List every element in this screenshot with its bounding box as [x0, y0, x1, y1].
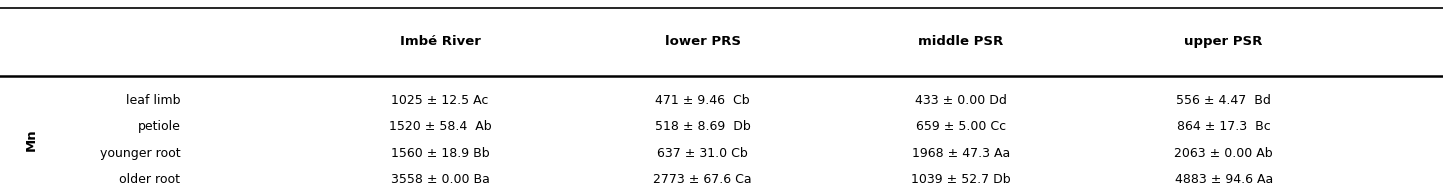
Text: 518 ± 8.69  Db: 518 ± 8.69 Db [655, 120, 750, 133]
Text: older root: older root [120, 173, 180, 186]
Text: lower PRS: lower PRS [665, 35, 740, 48]
Text: 2773 ± 67.6 Ca: 2773 ± 67.6 Ca [654, 173, 752, 186]
Text: middle PSR: middle PSR [918, 35, 1004, 48]
Text: 2063 ± 0.00 Ab: 2063 ± 0.00 Ab [1175, 147, 1273, 160]
Text: 4883 ± 94.6 Aa: 4883 ± 94.6 Aa [1175, 173, 1273, 186]
Text: 1025 ± 12.5 Ac: 1025 ± 12.5 Ac [391, 94, 489, 107]
Text: 1039 ± 52.7 Db: 1039 ± 52.7 Db [911, 173, 1012, 186]
Text: 3558 ± 0.00 Ba: 3558 ± 0.00 Ba [391, 173, 489, 186]
Text: Mn: Mn [25, 129, 39, 151]
Text: 1968 ± 47.3 Aa: 1968 ± 47.3 Aa [912, 147, 1010, 160]
Text: younger root: younger root [100, 147, 180, 160]
Text: 864 ± 17.3  Bc: 864 ± 17.3 Bc [1177, 120, 1270, 133]
Text: leaf limb: leaf limb [126, 94, 180, 107]
Text: 1560 ± 18.9 Bb: 1560 ± 18.9 Bb [391, 147, 489, 160]
Text: Imbé River: Imbé River [400, 35, 481, 48]
Text: upper PSR: upper PSR [1185, 35, 1263, 48]
Text: 1520 ± 58.4  Ab: 1520 ± 58.4 Ab [388, 120, 492, 133]
Text: 433 ± 0.00 Dd: 433 ± 0.00 Dd [915, 94, 1007, 107]
Text: 659 ± 5.00 Cc: 659 ± 5.00 Cc [916, 120, 1006, 133]
Text: 556 ± 4.47  Bd: 556 ± 4.47 Bd [1176, 94, 1271, 107]
Text: 471 ± 9.46  Cb: 471 ± 9.46 Cb [655, 94, 750, 107]
Text: 637 ± 31.0 Cb: 637 ± 31.0 Cb [658, 147, 747, 160]
Text: petiole: petiole [137, 120, 180, 133]
